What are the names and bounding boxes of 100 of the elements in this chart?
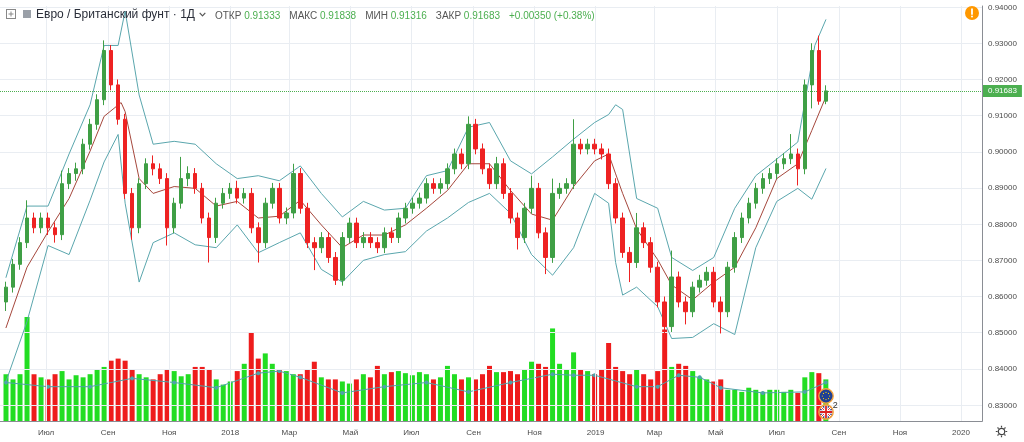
bar (634, 369, 640, 421)
bar (669, 366, 675, 421)
candlestick (459, 148, 464, 170)
bar (381, 374, 387, 421)
bar (451, 374, 457, 421)
bar (388, 372, 394, 421)
bar (402, 373, 408, 421)
y-tick-label: 0.93000 (988, 38, 1018, 48)
candlestick (473, 118, 478, 155)
candlestick (690, 281, 695, 318)
bar (522, 369, 528, 421)
candlestick (326, 231, 331, 264)
bar (543, 366, 549, 421)
candlestick (508, 187, 513, 224)
y-tick-label: 0.87000 (988, 255, 1018, 265)
bar (171, 371, 177, 421)
x-tick-label: Мар (646, 427, 664, 437)
candlestick (39, 212, 43, 234)
bar (94, 369, 100, 421)
bar (101, 366, 107, 421)
bar (704, 379, 710, 421)
bar (318, 377, 324, 421)
bar (718, 379, 724, 421)
bar (73, 375, 79, 421)
candlestick (291, 163, 296, 219)
candlestick (557, 182, 562, 200)
bar (416, 372, 422, 421)
bar (374, 365, 380, 421)
candlestick (32, 212, 36, 234)
candlestick (144, 157, 148, 190)
candlestick (592, 138, 597, 155)
candlestick (319, 231, 324, 254)
bar (620, 371, 626, 421)
bar (122, 360, 128, 421)
bar (515, 374, 521, 421)
y-tick-label: 0.86000 (988, 292, 1018, 302)
candlestick (200, 182, 204, 224)
candlestick (53, 221, 57, 244)
candlestick (543, 226, 548, 275)
bar (599, 369, 605, 421)
bar (501, 372, 507, 421)
candlestick (116, 78, 120, 126)
candlestick (704, 266, 709, 287)
candlestick (340, 231, 345, 287)
bar (304, 369, 310, 421)
bar (178, 376, 184, 421)
candlestick (494, 156, 499, 190)
candlestick (298, 167, 303, 215)
candlestick (803, 78, 807, 175)
bar (739, 391, 745, 421)
candlestick (361, 231, 366, 249)
bar (290, 374, 296, 421)
candlestick (718, 296, 723, 334)
candlestick (102, 39, 106, 106)
candlestick (606, 148, 611, 190)
candlestick (186, 165, 190, 187)
x-tick-label: Май (707, 427, 724, 437)
candlestick (683, 296, 688, 325)
bar (529, 361, 535, 421)
bar (585, 371, 591, 421)
candlestick (796, 148, 800, 186)
bar (578, 369, 584, 421)
candlestick (277, 182, 282, 224)
candlestick (754, 182, 758, 210)
candlestick (123, 113, 127, 200)
bar (87, 374, 93, 421)
bar (339, 381, 345, 421)
bar (571, 352, 577, 421)
candlestick (627, 246, 632, 283)
candlestick (782, 152, 786, 170)
candlestick (775, 157, 779, 180)
candlestick (529, 175, 534, 215)
bar (465, 377, 471, 421)
annotation: МАКС 0.91838 (289, 10, 357, 21)
candlestick (354, 217, 359, 249)
x-tick-label: Сен (466, 427, 481, 437)
x-tick-label: Ноя (527, 427, 542, 437)
bar (479, 374, 485, 421)
bar (753, 389, 759, 421)
bar (38, 377, 44, 421)
candlestick (18, 236, 22, 271)
candlestick (179, 156, 183, 210)
candlestick (11, 258, 15, 294)
bar (690, 371, 696, 421)
candlestick (221, 187, 225, 210)
bar (283, 371, 289, 421)
candlestick (396, 212, 401, 244)
bar (31, 374, 37, 421)
candlestick (375, 236, 380, 254)
bar (129, 369, 135, 421)
candlestick (634, 212, 639, 269)
bar (423, 374, 429, 421)
x-tick-label: Ноя (892, 427, 908, 437)
bar (325, 379, 331, 421)
candlestick (256, 221, 261, 264)
y-tick-label: 0.84000 (988, 364, 1018, 374)
candlestick (817, 35, 821, 106)
y-tick-label: 0.83000 (988, 400, 1018, 410)
bar (353, 379, 359, 421)
chart-title: Евро / Британский фунт · 1Д (36, 7, 195, 21)
